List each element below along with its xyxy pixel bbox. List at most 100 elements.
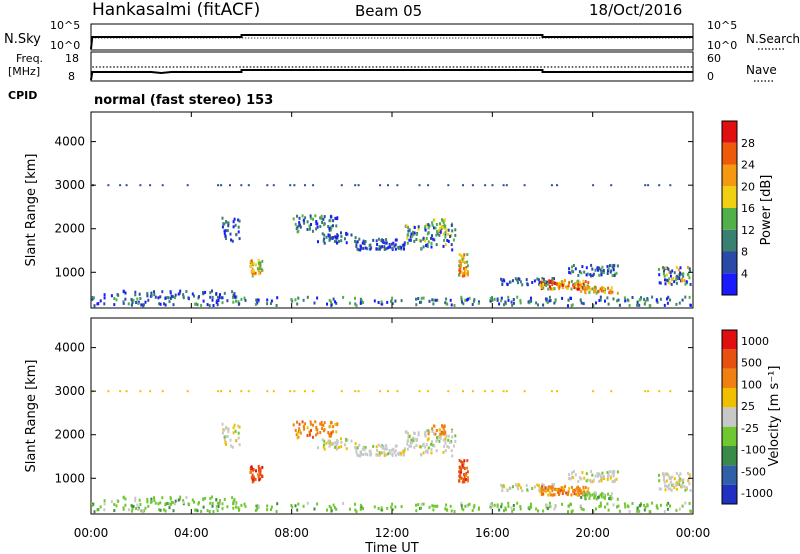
nave-tick-high: 60 xyxy=(707,52,721,65)
power-cell xyxy=(600,273,603,277)
velocity-cell xyxy=(113,509,116,513)
velocity-cell xyxy=(603,493,606,497)
velocity-cell xyxy=(231,445,234,449)
velocity-cell xyxy=(186,390,189,393)
velocity-cell xyxy=(412,439,415,443)
power-cell xyxy=(396,184,399,187)
power-cell xyxy=(306,295,309,299)
velocity-cell xyxy=(460,470,463,474)
velocity-cell xyxy=(338,445,340,449)
velocity-cell xyxy=(511,509,514,513)
velocity-cell xyxy=(406,447,409,451)
velocity-cell xyxy=(664,484,666,488)
x-tick-label: 12:00 xyxy=(375,526,410,540)
velocity-cell xyxy=(609,497,612,501)
velocity-cell xyxy=(651,501,654,505)
velocity-cell xyxy=(354,442,357,446)
power-cell xyxy=(592,184,595,187)
power-cell xyxy=(439,222,441,226)
velocity-cell xyxy=(675,508,678,512)
velocity-cell xyxy=(225,443,227,446)
velocity-cell xyxy=(354,508,357,512)
velocity-cell xyxy=(501,485,504,489)
power-cell xyxy=(413,231,416,235)
velocity-cell xyxy=(572,470,575,473)
velocity-cell xyxy=(235,501,238,505)
velocity-cell xyxy=(309,422,312,426)
power-cell xyxy=(99,299,102,303)
power-cell xyxy=(332,236,335,239)
power-cell xyxy=(450,243,453,247)
power-cell xyxy=(309,216,312,220)
beam-title: Beam 05 xyxy=(355,2,422,20)
power-cell xyxy=(412,230,414,234)
velocity-cell xyxy=(232,426,235,430)
colorbar-tick-label: 20 xyxy=(741,180,755,193)
velocity-cell xyxy=(391,508,394,512)
power-cell xyxy=(574,267,577,271)
power-cell xyxy=(659,281,662,285)
velocity-cell xyxy=(460,460,463,464)
velocity-cell xyxy=(321,438,324,442)
velocity-cell xyxy=(489,503,492,507)
velocity-cell xyxy=(684,501,687,505)
power-cell xyxy=(669,274,672,278)
velocity-cell xyxy=(493,503,496,507)
power-cell xyxy=(320,217,323,221)
velocity-cell xyxy=(215,498,218,502)
power-cell xyxy=(593,290,596,294)
velocity-cell xyxy=(328,504,331,508)
power-cell xyxy=(169,290,172,294)
velocity-cell xyxy=(314,420,317,424)
power-cell xyxy=(594,286,597,290)
velocity-cell xyxy=(154,501,157,505)
velocity-cell xyxy=(553,493,556,497)
power-cell xyxy=(270,302,272,305)
power-cell xyxy=(394,299,397,303)
velocity-cell xyxy=(417,503,420,507)
velocity-cell xyxy=(237,436,240,440)
power-cell xyxy=(491,184,494,187)
power-cell xyxy=(669,271,672,275)
velocity-cell xyxy=(554,505,557,509)
velocity-cell xyxy=(501,489,504,492)
power-cell xyxy=(240,297,243,301)
velocity-cell xyxy=(426,450,429,454)
velocity-cell xyxy=(328,432,331,436)
velocity-cell xyxy=(275,510,278,513)
power-cell xyxy=(130,303,133,307)
velocity-cell xyxy=(209,497,212,501)
velocity-cell xyxy=(526,488,529,492)
velocity-cell xyxy=(303,427,306,431)
power-cell xyxy=(460,270,463,274)
velocity-cell xyxy=(607,492,610,496)
velocity-cell xyxy=(465,472,468,475)
power-cell xyxy=(354,236,357,240)
power-cell xyxy=(340,184,343,187)
power-cell xyxy=(567,304,569,308)
power-cell xyxy=(500,277,503,281)
power-cell xyxy=(535,301,538,305)
colorbar-segment xyxy=(722,349,737,369)
velocity-cell xyxy=(211,495,213,499)
velocity-cell xyxy=(672,483,675,487)
velocity-cell xyxy=(607,473,610,477)
power-cell xyxy=(174,293,177,297)
velocity-cell xyxy=(579,504,582,508)
power-cell xyxy=(450,303,453,307)
power-cell xyxy=(391,296,394,300)
velocity-cell xyxy=(447,438,450,442)
velocity-cell xyxy=(335,430,338,434)
power-cell xyxy=(255,298,258,302)
power-cell xyxy=(468,296,471,300)
velocity-cell xyxy=(689,475,692,479)
velocity-cell xyxy=(665,484,668,488)
velocity-cell xyxy=(580,477,583,481)
colorbar-tick-label: 25 xyxy=(741,400,755,413)
power-cell xyxy=(380,239,383,243)
power-cell xyxy=(439,226,442,230)
power-cell xyxy=(293,184,296,187)
velocity-cell xyxy=(603,496,606,500)
velocity-cell xyxy=(521,489,524,493)
power-cell xyxy=(601,265,604,269)
